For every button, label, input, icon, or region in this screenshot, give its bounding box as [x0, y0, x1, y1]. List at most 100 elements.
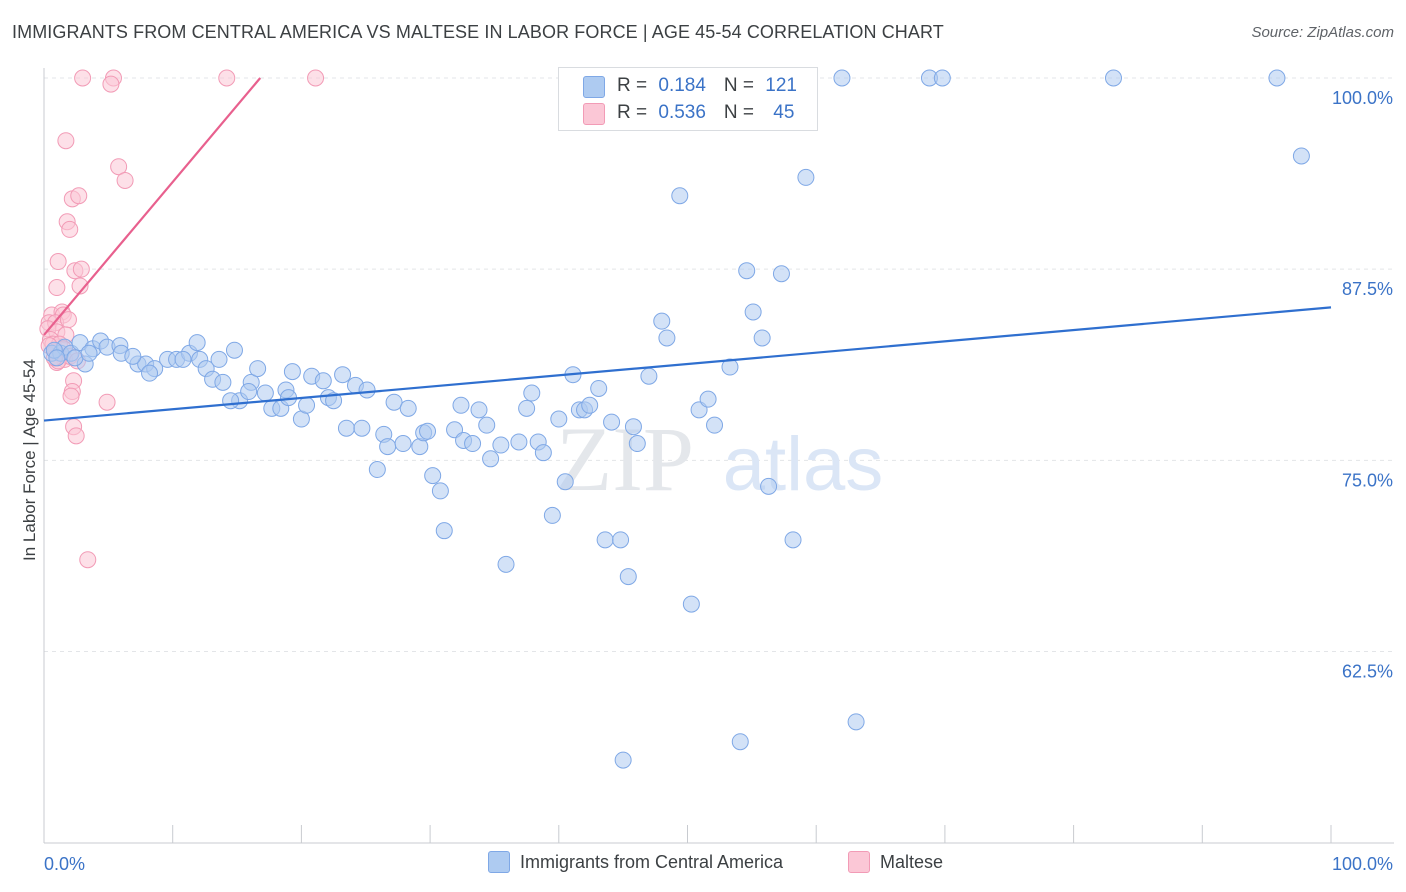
data-point — [222, 392, 240, 410]
data-point — [210, 350, 228, 368]
data-point — [399, 399, 417, 417]
data-point — [612, 531, 630, 549]
legend-row-maltese: R = 0.536 N = 45 — [617, 100, 794, 126]
series-maltese — [39, 69, 325, 569]
y-tick-label: 87.5% — [1342, 279, 1393, 299]
x-tick-label: 0.0% — [44, 854, 85, 874]
data-point — [619, 568, 637, 586]
trend-line — [43, 306, 1332, 422]
axes — [43, 68, 1394, 844]
data-point — [464, 435, 482, 453]
data-point — [379, 438, 397, 456]
data-point — [596, 531, 614, 549]
x-tick-label: 100.0% — [1332, 854, 1393, 874]
data-point — [110, 158, 128, 176]
y-tick-label: 75.0% — [1342, 470, 1393, 490]
data-point — [556, 473, 574, 491]
series-central-america — [43, 69, 1310, 769]
data-point — [784, 531, 802, 549]
source-credit: Source: ZipAtlas.com — [1251, 24, 1394, 41]
data-point — [658, 329, 676, 347]
data-point — [731, 733, 749, 751]
data-point — [510, 433, 528, 451]
data-point — [772, 265, 790, 283]
data-point — [298, 396, 316, 414]
data-point — [760, 477, 778, 495]
data-point — [80, 344, 98, 362]
data-point — [628, 435, 646, 453]
data-point — [682, 595, 700, 613]
data-point — [581, 396, 599, 414]
r-value: 0.536 — [658, 102, 706, 123]
data-point — [534, 444, 552, 462]
data-point — [590, 379, 608, 397]
legend-label: Immigrants from Central America — [520, 851, 784, 872]
legend-row-central-america: R = 0.184 N = 121 — [617, 73, 797, 99]
data-point — [116, 171, 134, 189]
data-point — [492, 436, 510, 454]
watermark-atlas: atlas — [723, 422, 884, 507]
r-label: R = — [617, 102, 653, 123]
data-point — [753, 329, 771, 347]
data-point — [98, 393, 116, 411]
data-point — [62, 387, 80, 405]
data-point — [624, 418, 642, 436]
data-point — [640, 367, 658, 385]
legend-item-maltese: Maltese — [848, 851, 943, 873]
data-point — [214, 373, 232, 391]
legend-label: Maltese — [880, 851, 944, 872]
data-point — [102, 75, 120, 93]
correlation-legend: R = 0.184 N = 121 R = 0.536 N = 45 — [558, 67, 818, 131]
n-label: N = — [723, 102, 760, 123]
data-point — [66, 349, 84, 367]
n-value: 121 — [765, 75, 797, 96]
data-point — [518, 399, 536, 417]
data-point — [49, 253, 67, 271]
data-point — [240, 383, 258, 401]
data-point — [797, 168, 815, 186]
data-point — [744, 303, 762, 321]
data-point — [188, 334, 206, 352]
data-point — [353, 419, 371, 437]
data-point — [48, 279, 66, 297]
r-value: 0.184 — [658, 75, 706, 96]
data-point — [833, 69, 851, 87]
chart-title: IMMIGRANTS FROM CENTRAL AMERICA VS MALTE… — [12, 22, 944, 42]
data-point — [653, 312, 671, 330]
data-point — [431, 482, 449, 500]
legend-swatch — [488, 851, 510, 873]
data-point — [1104, 69, 1122, 87]
data-point — [67, 427, 85, 445]
data-point — [424, 467, 442, 485]
trend-lines — [43, 77, 1332, 422]
data-point — [482, 450, 500, 468]
n-label: N = — [723, 75, 760, 96]
series-legend: Immigrants from Central America Maltese — [0, 851, 1406, 881]
data-point — [933, 69, 951, 87]
data-point — [337, 419, 355, 437]
data-point — [738, 262, 756, 280]
data-point — [1268, 69, 1286, 87]
data-point — [603, 413, 621, 431]
legend-swatch-maltese — [583, 103, 605, 125]
data-point — [72, 260, 90, 278]
data-point — [174, 350, 192, 368]
y-tick-label: 62.5% — [1342, 662, 1393, 682]
data-point — [334, 366, 352, 384]
trend-line — [43, 77, 262, 336]
data-point — [452, 396, 470, 414]
data-point — [61, 220, 79, 238]
data-point — [307, 69, 325, 87]
grid-lines — [44, 77, 1394, 652]
data-point — [470, 401, 488, 419]
data-point — [419, 422, 437, 440]
data-point — [358, 381, 376, 399]
data-point — [435, 522, 453, 540]
legend-swatch — [848, 851, 870, 873]
data-point — [48, 349, 66, 367]
data-point — [478, 416, 496, 434]
data-point — [699, 390, 717, 408]
data-point — [614, 751, 632, 769]
data-point — [124, 347, 142, 365]
data-point — [497, 555, 515, 573]
